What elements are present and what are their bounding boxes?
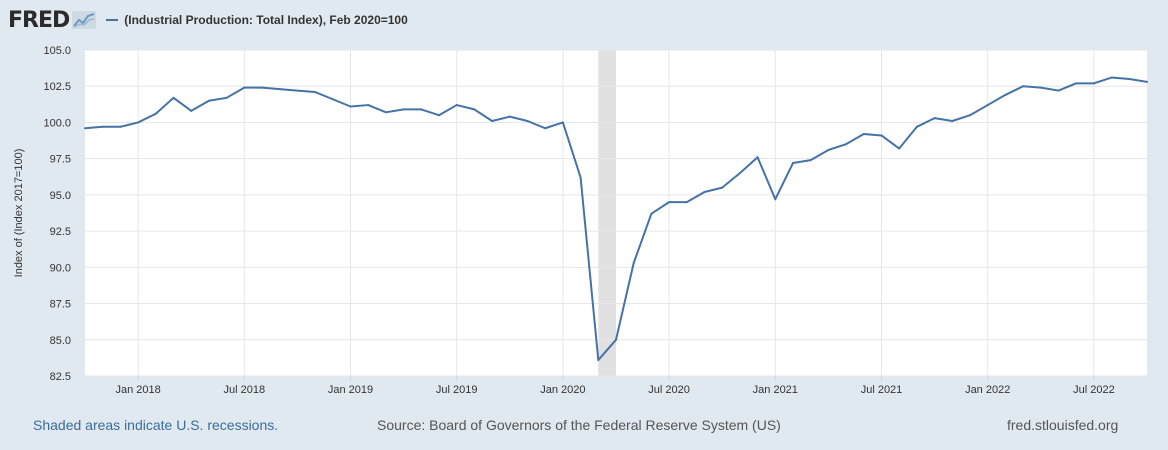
data-point: [721, 186, 724, 189]
data-point: [668, 201, 671, 204]
data-point: [632, 261, 635, 264]
recession-note-link[interactable]: Shaded areas indicate U.S. recessions.: [33, 417, 279, 433]
y-tick-label: 105.0: [43, 45, 71, 57]
data-point: [314, 91, 317, 94]
y-axis-ticks: 82.5 85.0 87.5 90.0 92.5 95.0 97.5 100.0 102.5 10…: [43, 45, 71, 383]
x-tick-label: Jul 2019: [436, 384, 478, 396]
gridlines: [85, 49, 1147, 377]
data-point: [774, 198, 777, 201]
y-tick-label: 92.5: [50, 226, 71, 238]
data-point: [137, 121, 140, 124]
legend-label: (Industrial Production: Total Index), Fe…: [124, 13, 408, 27]
data-point: [384, 111, 387, 114]
data-point: [402, 108, 405, 111]
legend-swatch: [106, 19, 119, 21]
data-point: [898, 147, 901, 150]
data-point: [367, 104, 370, 107]
data-point: [615, 338, 617, 341]
data-point: [756, 156, 759, 159]
data-point: [827, 148, 830, 151]
y-tick-label: 87.5: [50, 299, 71, 311]
data-point: [207, 99, 210, 102]
y-tick-label: 90.0: [50, 262, 71, 274]
data-point: [349, 105, 352, 108]
data-point: [225, 96, 228, 99]
x-tick-label: Jul 2022: [1073, 384, 1115, 396]
x-tick-label: Jan 2022: [965, 384, 1010, 396]
data-point: [561, 121, 564, 124]
legend: (Industrial Production: Total Index), Fe…: [106, 13, 408, 27]
data-point: [1057, 89, 1060, 92]
data-point: [491, 119, 494, 122]
data-point: [420, 108, 423, 111]
data-point: [880, 134, 883, 137]
fred-url-link[interactable]: fred.stlouisfed.org: [1007, 417, 1119, 433]
x-tick-label: Jul 2020: [648, 384, 690, 396]
data-point: [915, 125, 918, 128]
data-point: [579, 176, 582, 179]
data-point: [862, 133, 865, 136]
data-point: [685, 201, 688, 204]
data-point: [1128, 77, 1131, 80]
x-tick-label: Jan 2021: [753, 384, 798, 396]
x-tick-label: Jan 2018: [115, 384, 160, 396]
data-point: [738, 172, 741, 175]
data-point: [1022, 85, 1025, 88]
data-point: [526, 119, 529, 122]
data-point: [243, 86, 246, 89]
x-axis-ticks: Jan 2018 Jul 2018 Jan 2019 Jul 2019 Jan 2020…: [115, 376, 1115, 396]
data-point: [809, 159, 812, 162]
chart-header: FRED (Industrial Production: Total Index…: [8, 6, 408, 34]
trend-line-icon: [72, 11, 97, 29]
x-tick-label: Jan 2020: [540, 384, 585, 396]
source-text: Source: Board of Governors of the Federa…: [377, 417, 781, 433]
data-point: [296, 89, 299, 92]
data-point: [119, 125, 122, 128]
data-point: [508, 115, 511, 118]
x-tick-label: Jan 2019: [328, 384, 373, 396]
data-point: [101, 125, 104, 128]
recession-shade: [598, 50, 616, 376]
fred-logo[interactable]: FRED: [8, 7, 97, 33]
recession-shading-layer: [598, 50, 616, 376]
y-tick-label: 95.0: [50, 190, 71, 202]
data-point: [455, 104, 458, 107]
data-point: [154, 112, 157, 115]
y-tick-label: 100.0: [43, 117, 71, 129]
data-point: [792, 162, 794, 165]
data-point: [438, 114, 440, 117]
series-layer: [84, 76, 1148, 362]
data-point: [190, 109, 193, 112]
data-point: [951, 119, 954, 122]
data-point: [1004, 93, 1007, 96]
data-point: [278, 88, 281, 91]
y-tick-label: 85.0: [50, 335, 71, 347]
data-point: [597, 359, 600, 362]
data-point: [986, 104, 989, 107]
data-point: [650, 212, 653, 215]
data-point: [84, 127, 86, 130]
data-point: [703, 190, 706, 193]
data-point: [845, 143, 848, 146]
y-axis-title: Index of (Index 2017=100): [13, 149, 25, 278]
y-tick-label: 97.5: [50, 154, 71, 166]
data-point: [1146, 80, 1148, 83]
data-point: [544, 127, 547, 130]
data-point: [969, 114, 971, 117]
y-tick-label: 82.5: [50, 371, 71, 383]
data-point: [473, 108, 476, 111]
x-tick-label: Jul 2021: [861, 384, 903, 396]
y-tick-label: 102.5: [43, 81, 71, 93]
data-point: [172, 96, 175, 99]
data-point: [1092, 82, 1095, 85]
x-tick-label: Jul 2018: [224, 384, 266, 396]
data-point: [1075, 82, 1078, 85]
data-point: [1110, 76, 1113, 79]
data-point: [331, 98, 334, 101]
data-point: [1039, 86, 1042, 89]
data-point: [933, 117, 936, 120]
data-point: [261, 86, 263, 89]
fred-logo-text: FRED: [8, 7, 70, 33]
